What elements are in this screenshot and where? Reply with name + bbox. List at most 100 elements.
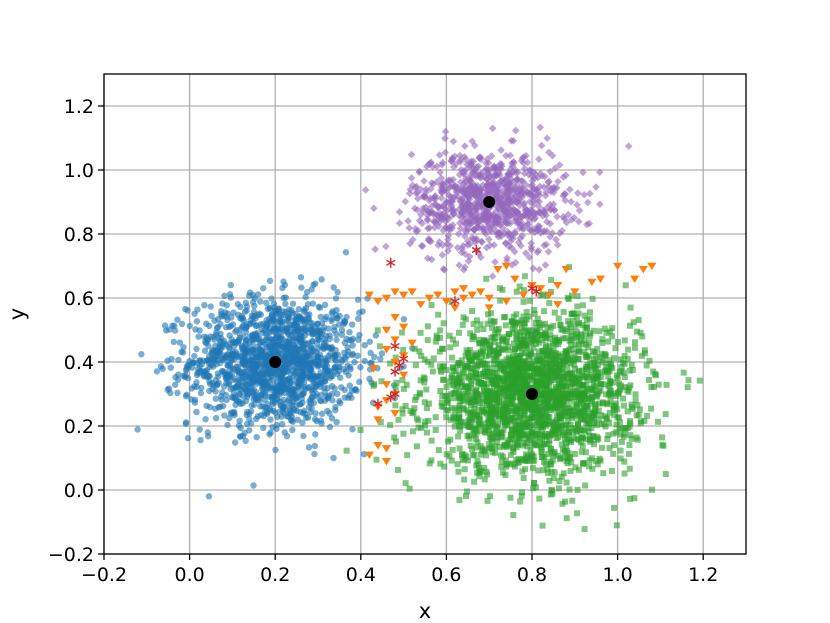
data-point [273, 371, 281, 378]
data-point [212, 414, 220, 422]
data-point [489, 406, 496, 413]
boundary-point [450, 304, 460, 312]
data-point [524, 364, 531, 371]
data-point [441, 148, 450, 157]
data-point [229, 321, 237, 328]
data-point [467, 202, 476, 211]
data-point [531, 422, 538, 429]
data-point [596, 328, 603, 335]
data-point [548, 468, 555, 475]
data-point [514, 370, 521, 377]
data-point [526, 206, 535, 214]
data-point [418, 242, 427, 250]
data-point [504, 209, 513, 217]
data-point [593, 376, 600, 383]
data-point [459, 451, 466, 458]
data-point [473, 444, 480, 451]
data-point [502, 181, 511, 190]
data-point [501, 400, 508, 407]
data-point [509, 426, 516, 433]
data-point [558, 473, 565, 480]
data-point [504, 439, 511, 446]
data-point [646, 376, 653, 383]
data-point [473, 387, 480, 394]
data-point [617, 447, 624, 454]
data-point [584, 413, 591, 420]
data-point [517, 336, 524, 343]
data-point [314, 353, 321, 360]
data-point [463, 373, 470, 380]
boundary-point [399, 291, 409, 299]
data-point [528, 331, 535, 338]
data-point [289, 367, 296, 375]
data-point [574, 293, 581, 300]
data-point [466, 240, 474, 248]
data-point [502, 359, 509, 366]
data-point [517, 343, 524, 350]
data-point [546, 300, 553, 307]
data-point [417, 210, 425, 219]
data-point [443, 451, 450, 458]
data-point [631, 495, 638, 502]
data-point [400, 346, 407, 353]
data-point [280, 294, 287, 302]
data-point [486, 411, 493, 418]
data-point [463, 165, 471, 173]
data-point [454, 405, 461, 412]
data-point [544, 248, 553, 256]
data-point [433, 177, 441, 186]
data-point [524, 381, 531, 388]
data-point [600, 357, 607, 364]
misclassified-point [471, 245, 482, 255]
data-point [426, 185, 435, 193]
data-point [450, 389, 457, 396]
data-point [475, 461, 482, 468]
data-point [371, 381, 378, 388]
data-point [446, 226, 454, 234]
data-point [491, 348, 498, 355]
data-point [590, 441, 597, 448]
data-point [268, 311, 276, 318]
data-point [544, 355, 551, 362]
data-point [428, 302, 435, 309]
data-point [162, 327, 170, 334]
data-point [447, 157, 456, 166]
data-point [256, 340, 264, 348]
data-point [176, 339, 184, 346]
data-point [626, 442, 633, 449]
data-point [206, 322, 213, 330]
data-point [348, 394, 355, 401]
data-point [554, 177, 562, 186]
data-point [431, 218, 439, 226]
data-point [464, 349, 471, 356]
data-point [474, 326, 481, 333]
data-point [550, 430, 557, 437]
data-point [483, 155, 492, 163]
data-point [564, 390, 571, 397]
data-point [171, 322, 178, 330]
data-point [646, 357, 653, 364]
data-point [289, 300, 297, 307]
data-point [494, 374, 501, 381]
data-point [372, 332, 380, 339]
boundary-point [553, 301, 563, 309]
data-point [517, 221, 525, 229]
data-point [554, 405, 561, 412]
data-point [602, 413, 609, 420]
data-point [581, 312, 588, 319]
data-point [535, 467, 542, 474]
data-point [477, 211, 486, 219]
data-point [268, 349, 276, 357]
data-point [572, 464, 579, 471]
data-point [488, 334, 495, 341]
data-point [424, 323, 431, 330]
data-point [311, 380, 318, 387]
data-point [522, 456, 529, 463]
data-point [539, 351, 546, 358]
data-point [307, 408, 314, 416]
data-point [299, 316, 306, 323]
data-point [513, 288, 520, 295]
data-point [517, 498, 524, 505]
data-point [408, 235, 417, 244]
data-point [415, 417, 422, 424]
